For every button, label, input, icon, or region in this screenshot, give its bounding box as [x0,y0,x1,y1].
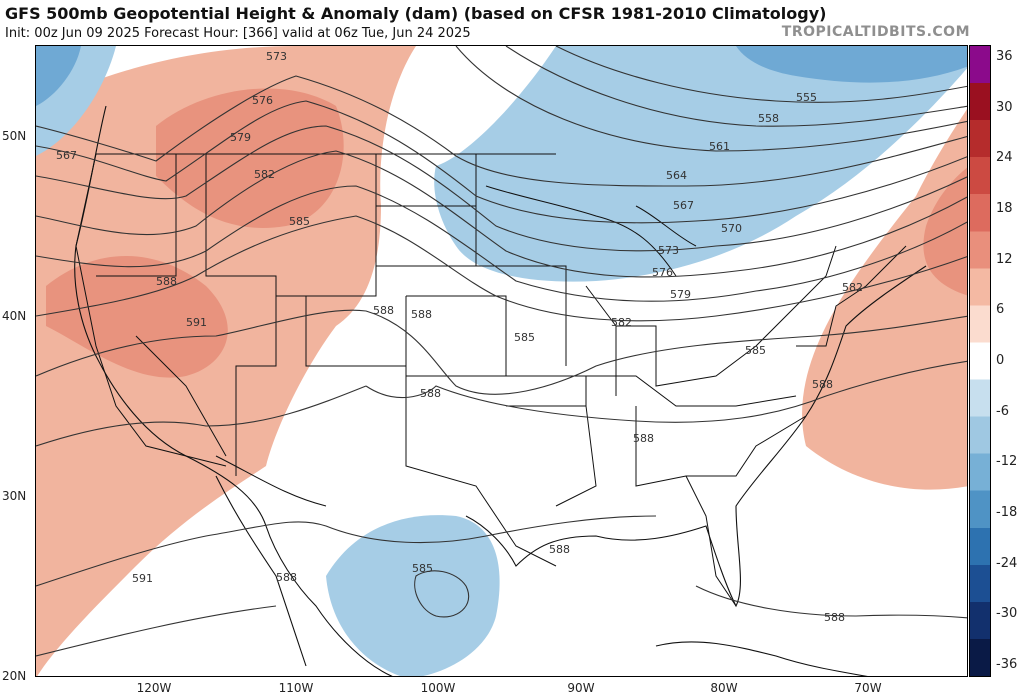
contour-label: 579 [670,288,691,301]
anomaly-colorbar [969,45,991,677]
contour-label: 564 [666,169,687,182]
colorbar-tick-label: -36 [996,657,1018,672]
contour-label: 567 [56,149,77,162]
contour-label: 585 [412,562,433,575]
colorbar-tick-label: 18 [996,201,1013,216]
colorbar-tick-label: 6 [996,302,1005,318]
contour-label: 555 [796,91,817,104]
contour-label: 567 [673,199,694,212]
contour-label: 582 [611,316,632,329]
negative-anomaly-north [434,46,967,282]
colorbar-tick-label: 24 [996,150,1013,166]
lat-label-40n: 40N [2,309,27,323]
contour-label: 585 [514,331,535,344]
positive-anomaly-east [802,109,967,490]
contour-label: 558 [758,112,779,125]
contour-label: 588 [633,432,654,445]
contour-label: 570 [721,222,742,235]
contour-label: 588 [276,571,297,584]
lat-label-20n: 20N [2,669,27,683]
strong-negative-nw [36,46,81,106]
map-title: GFS 500mb Geopotential Height & Anomaly … [5,4,827,23]
contour-label: 561 [709,140,730,153]
negative-anomaly-mexico [326,515,500,676]
contour-label: 588 [824,611,845,624]
colorbar-tick-label: 12 [996,251,1013,267]
coastlines [74,105,927,676]
contour-label: 576 [252,94,273,107]
contour-label: 585 [745,344,766,357]
lat-label-50n: 50N [2,129,27,143]
colorbar-tick-label: -30 [996,606,1018,622]
lon-label-110w: 110W [278,681,314,695]
contour-label: 591 [132,572,153,585]
contour-label: 588 [549,543,570,556]
contour-labels: 555 558 561 564 567 567 570 573 573 576 … [56,50,863,624]
contour-label: 588 [812,378,833,391]
contour-label: 588 [411,308,432,321]
map-canvas: 555 558 561 564 567 567 570 573 573 576 … [36,46,967,676]
lon-label-80w: 80W [710,681,738,695]
map-subtitle: Init: 00z Jun 09 2025 Forecast Hour: [36… [5,26,471,41]
contour-label: 573 [658,244,679,257]
anomaly-shading [36,46,967,676]
lon-label-90w: 90W [567,681,595,695]
contour-label: 579 [230,131,251,144]
contour-label: 585 [289,215,310,228]
lon-label-70w: 70W [854,681,882,695]
contour-label: 582 [842,281,863,294]
strong-positive-northwest [156,88,344,228]
contour-label: 588 [420,387,441,400]
lon-label-100w: 100W [420,681,456,695]
colorbar-tick-label: 30 [996,99,1013,115]
lat-label-30n: 30N [2,489,27,503]
contour-label: 576 [652,266,673,279]
height-contours [36,46,967,657]
colorbar-tick-label: -18 [996,505,1018,520]
colorbar-tick-label: 0 [996,353,1005,368]
source-credit: TROPICALTIDBITS.COM [781,24,970,40]
contour-label: 591 [186,316,207,329]
colorbar-tick-label: -12 [996,454,1018,470]
colorbar-tick-label: -24 [996,555,1018,571]
strong-negative-north [736,46,967,83]
contour-label: 588 [156,275,177,288]
lon-label-120w: 120W [136,681,172,695]
contour-label: 573 [266,50,287,63]
contour-label: 588 [373,304,394,317]
colorbar-tick-label: -6 [996,403,1009,419]
contour-label: 582 [254,168,275,181]
strong-positive-east [923,167,967,296]
political-borders [75,153,907,607]
colorbar-tick-label: 36 [996,49,1013,64]
map-panel[interactable]: 555 558 561 564 567 567 570 573 573 576 … [35,45,968,677]
